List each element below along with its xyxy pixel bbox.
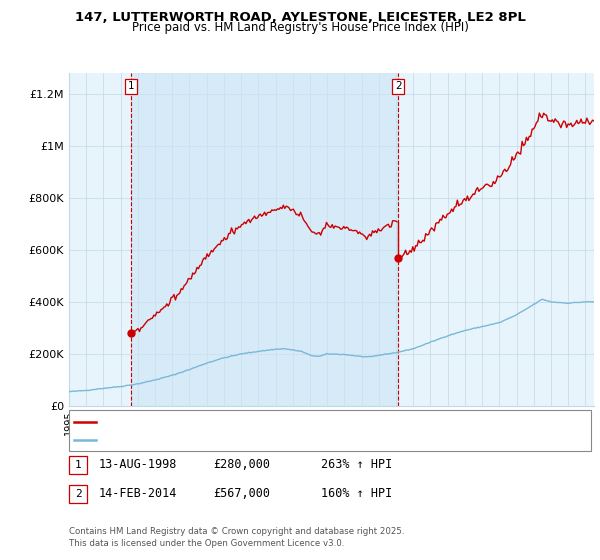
Text: 160% ↑ HPI: 160% ↑ HPI bbox=[321, 487, 392, 501]
Text: 147, LUTTERWORTH ROAD, AYLESTONE, LEICESTER, LE2 8PL (detached house): 147, LUTTERWORTH ROAD, AYLESTONE, LEICES… bbox=[101, 417, 492, 427]
Text: £567,000: £567,000 bbox=[213, 487, 270, 501]
Text: 147, LUTTERWORTH ROAD, AYLESTONE, LEICESTER, LE2 8PL: 147, LUTTERWORTH ROAD, AYLESTONE, LEICES… bbox=[74, 11, 526, 24]
Text: 1: 1 bbox=[74, 460, 82, 470]
Text: Contains HM Land Registry data © Crown copyright and database right 2025.
This d: Contains HM Land Registry data © Crown c… bbox=[69, 527, 404, 548]
Text: 14-FEB-2014: 14-FEB-2014 bbox=[99, 487, 178, 501]
Text: 13-AUG-1998: 13-AUG-1998 bbox=[99, 458, 178, 472]
Text: 263% ↑ HPI: 263% ↑ HPI bbox=[321, 458, 392, 472]
Text: Price paid vs. HM Land Registry's House Price Index (HPI): Price paid vs. HM Land Registry's House … bbox=[131, 21, 469, 34]
Text: HPI: Average price, detached house, Leicester: HPI: Average price, detached house, Leic… bbox=[101, 435, 331, 445]
Text: 1: 1 bbox=[128, 81, 134, 91]
Bar bbox=[131, 73, 398, 406]
Text: 2: 2 bbox=[395, 81, 401, 91]
Text: 2: 2 bbox=[74, 489, 82, 499]
Text: £280,000: £280,000 bbox=[213, 458, 270, 472]
